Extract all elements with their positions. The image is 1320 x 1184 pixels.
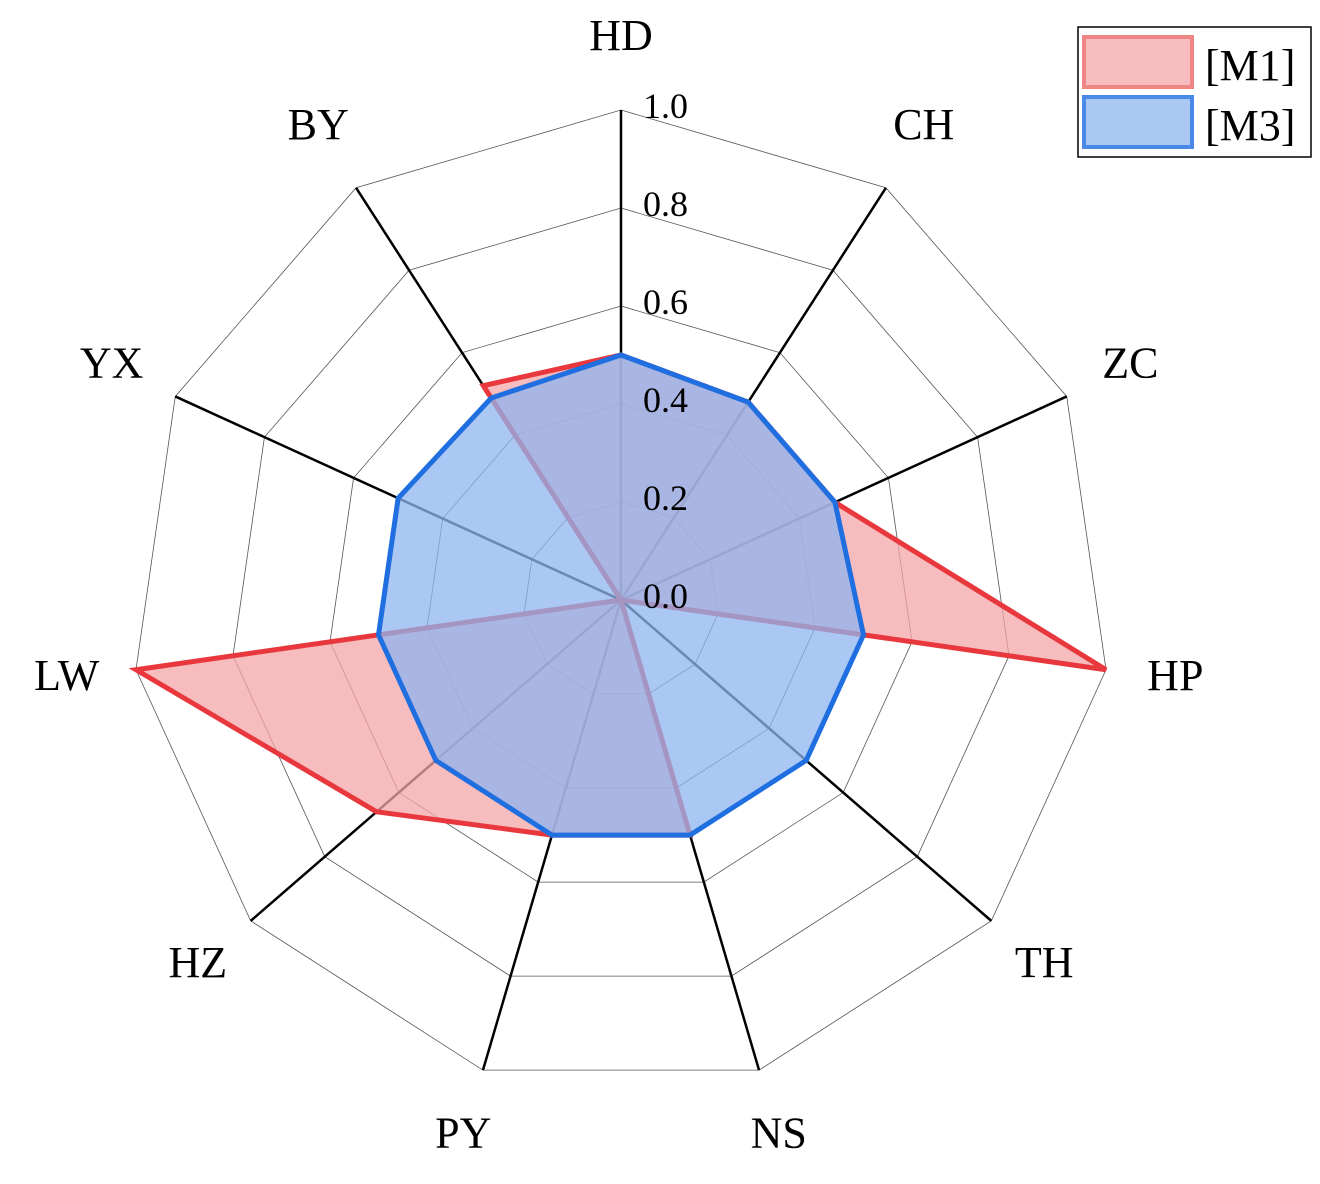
radial-tick-label: 0.4 (643, 380, 688, 420)
series-polygon-m3 (375, 352, 867, 838)
radial-tick-label: 0.8 (643, 184, 688, 224)
legend-label-m1: [M1] (1205, 41, 1295, 90)
grid-ring (135, 109, 1107, 1071)
legend-swatch-m3 (1082, 95, 1194, 149)
radial-tick-label: 1.0 (643, 86, 688, 126)
axis-label-hd: HD (589, 11, 653, 60)
radial-tick-label: 0.2 (643, 478, 688, 518)
legend-label-m3: [M3] (1205, 101, 1295, 150)
radial-tick-label: 0.6 (643, 282, 688, 322)
grid-ring (329, 305, 913, 883)
axis-label-yx: YX (80, 338, 144, 387)
axis-label-ns: NS (751, 1108, 807, 1157)
axis-label-hp: HP (1147, 651, 1203, 700)
axis-label-py: PY (435, 1108, 491, 1157)
axis-label-lw: LW (34, 651, 100, 700)
grid-ring (232, 207, 1010, 977)
legend: [M1] [M3] (1077, 26, 1312, 158)
radial-tick-label: 0.0 (643, 576, 688, 616)
legend-swatch-m1 (1082, 35, 1194, 89)
axis-label-ch: CH (893, 100, 954, 149)
axis-label-hz: HZ (168, 938, 227, 987)
axis-label-th: TH (1015, 938, 1074, 987)
axis-label-layer: HD CH ZC HP TH NS PY HZ LW YX BY (34, 11, 1203, 1157)
series-layer (128, 352, 1108, 838)
tick-layer: 0.0 0.2 0.4 0.6 0.8 1.0 (643, 86, 688, 616)
axis-label-zc: ZC (1102, 338, 1158, 387)
axis-label-by: BY (288, 100, 349, 149)
